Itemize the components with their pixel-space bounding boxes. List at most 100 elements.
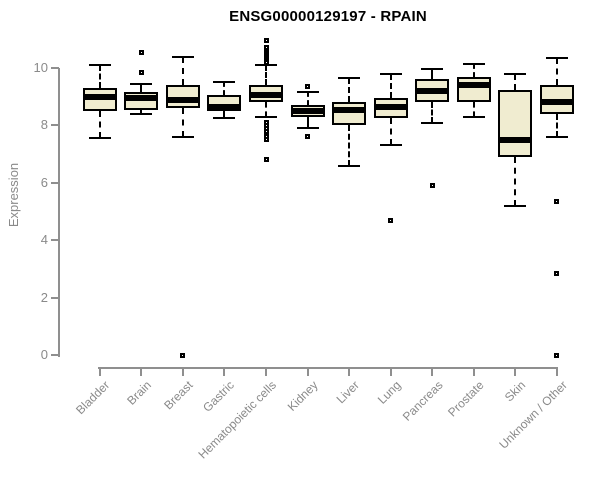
median-lung: [373, 103, 408, 110]
lower-whisker-cap: [545, 135, 568, 138]
y-tick: [51, 239, 59, 242]
lower-whisker-cap: [462, 115, 485, 118]
y-tick-label: 4: [40, 232, 48, 248]
median-breast: [165, 96, 200, 103]
outlier-point: [554, 352, 560, 358]
x-tick: [181, 369, 184, 376]
x-axis-label-liver: Liver: [333, 378, 363, 407]
lower-whisker: [555, 113, 558, 137]
y-tick-label: 8: [40, 117, 48, 133]
outlier-point: [429, 183, 435, 189]
y-tick-label: 6: [40, 174, 48, 190]
upper-whisker: [389, 73, 392, 99]
upper-whisker: [265, 65, 267, 86]
lower-whisker: [389, 118, 392, 146]
x-axis-label-prostate: Prostate: [445, 378, 487, 420]
lower-whisker: [431, 102, 434, 123]
lower-whisker-cap: [296, 127, 319, 130]
lower-whisker: [140, 109, 143, 114]
median-prostate: [456, 82, 491, 89]
outlier-point: [138, 69, 144, 75]
lower-whisker: [514, 156, 517, 206]
upper-whisker: [98, 65, 101, 89]
x-axis-label-pancreas: Pancreas: [399, 378, 446, 424]
median-unknown-other: [539, 99, 574, 106]
lower-whisker-cap: [504, 204, 527, 207]
x-tick: [389, 369, 392, 376]
median-liver: [332, 106, 367, 113]
x-axis-label-gastric: Gastric: [200, 378, 238, 415]
x-tick: [555, 369, 558, 376]
x-tick: [140, 369, 143, 376]
lower-whisker-cap: [255, 115, 277, 118]
outlier-point: [263, 38, 269, 44]
median-bladder: [82, 93, 117, 100]
x-tick: [514, 369, 517, 376]
y-tick: [51, 124, 59, 127]
x-tick: [431, 369, 434, 376]
upper-whisker-cap: [379, 72, 402, 75]
outlier-point: [263, 137, 269, 143]
lower-whisker-cap: [379, 144, 402, 147]
box-prostate: [456, 76, 491, 103]
y-axis: [58, 68, 60, 357]
x-tick: [348, 369, 351, 376]
x-axis-label-skin: Skin: [501, 378, 529, 405]
upper-whisker-cap: [421, 68, 444, 71]
outlier-point: [138, 49, 144, 55]
lower-whisker: [306, 116, 309, 129]
x-axis-label-hematopoietic-cells: Hematopoietic cells: [195, 378, 279, 462]
x-tick: [98, 369, 101, 376]
median-brain: [124, 95, 159, 102]
median-gastric: [207, 103, 242, 110]
upper-whisker: [348, 78, 351, 103]
lower-whisker-cap: [130, 112, 153, 115]
box-skin: [498, 89, 533, 157]
upper-whisker-cap: [88, 64, 111, 67]
y-tick-label: 2: [40, 289, 48, 305]
outlier-point: [388, 217, 394, 223]
outlier-point: [263, 60, 269, 66]
lower-whisker-cap: [171, 135, 194, 138]
x-axis-label-breast: Breast: [161, 378, 196, 413]
chart-title: ENSG00000129197 - RPAIN: [229, 8, 427, 25]
upper-whisker-cap: [462, 62, 485, 65]
upper-whisker: [472, 63, 475, 77]
lower-whisker: [348, 125, 351, 166]
upper-whisker: [140, 83, 143, 93]
upper-whisker-cap: [545, 56, 568, 59]
x-axis-label-lung: Lung: [374, 378, 404, 407]
outlier-point: [554, 270, 560, 276]
upper-whisker: [514, 73, 517, 90]
upper-whisker: [431, 69, 434, 80]
upper-whisker-cap: [296, 91, 319, 94]
lower-whisker: [265, 102, 267, 117]
upper-whisker-cap: [504, 72, 527, 75]
outlier-point: [554, 198, 560, 204]
outlier-point: [305, 84, 311, 90]
x-tick: [265, 369, 267, 376]
lower-whisker-cap: [421, 121, 444, 124]
upper-whisker-cap: [171, 55, 194, 58]
upper-whisker: [181, 56, 184, 86]
outlier-point: [263, 157, 269, 163]
x-axis-label-bladder: Bladder: [73, 378, 113, 418]
upper-whisker: [306, 92, 309, 106]
upper-whisker: [555, 57, 558, 86]
x-axis-label-kidney: Kidney: [284, 378, 321, 414]
upper-whisker-cap: [213, 81, 236, 84]
x-axis: [98, 367, 558, 369]
y-tick: [51, 67, 59, 69]
median-hematopoietic-cells: [249, 92, 283, 99]
lower-whisker: [223, 111, 226, 119]
y-tick-label: 10: [33, 60, 48, 75]
upper-whisker-cap: [338, 77, 361, 80]
upper-whisker: [223, 82, 226, 96]
lower-whisker-cap: [213, 117, 236, 120]
x-axis-label-brain: Brain: [124, 378, 155, 408]
median-pancreas: [415, 87, 450, 94]
y-tick: [51, 181, 59, 184]
lower-whisker: [472, 102, 475, 117]
x-tick: [223, 369, 226, 376]
